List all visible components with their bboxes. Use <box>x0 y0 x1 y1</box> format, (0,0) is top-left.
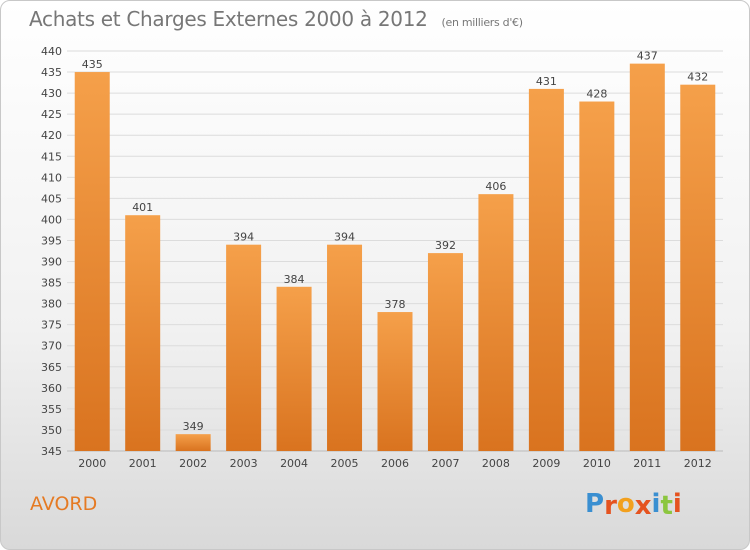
value-label: 437 <box>637 50 658 63</box>
x-tick-label: 2002 <box>179 457 207 470</box>
x-tick-label: 2007 <box>431 457 459 470</box>
x-tick-label: 2003 <box>230 457 258 470</box>
y-tick-label: 420 <box>41 129 62 142</box>
chart-title-text: Achats et Charges Externes 2000 à 2012 <box>29 7 428 31</box>
x-tick-label: 2009 <box>532 457 560 470</box>
bar-2008 <box>478 194 514 451</box>
bar-2003 <box>226 244 262 451</box>
value-label: 378 <box>385 298 406 311</box>
x-tick-label: 2006 <box>381 457 409 470</box>
logo-letter: i <box>672 489 682 519</box>
bar-2001 <box>125 215 161 451</box>
x-axis-labels: 2000 2001 2002 2003 2004 2005 2006 2007 2008 2009… <box>78 457 712 470</box>
x-tick-label: 2008 <box>482 457 510 470</box>
value-label: 435 <box>82 58 103 71</box>
bar-2005 <box>327 244 363 451</box>
value-label: 394 <box>233 231 254 244</box>
value-label: 394 <box>334 231 355 244</box>
bar-2002 <box>175 434 211 451</box>
bar-2000 <box>74 72 110 451</box>
y-tick-label: 380 <box>41 298 62 311</box>
chart-subtitle: (en milliers d'€) <box>441 16 523 29</box>
logo-letter: x <box>634 491 652 521</box>
x-tick-label: 2012 <box>684 457 712 470</box>
value-labels: 435 401 349 394 384 394 378 392 406 431 428 437 432 <box>82 50 709 434</box>
value-label: 349 <box>183 420 204 433</box>
value-label: 406 <box>485 180 506 193</box>
y-tick-label: 425 <box>41 108 62 121</box>
x-tick-label: 2011 <box>633 457 661 470</box>
y-tick-label: 405 <box>41 192 62 205</box>
bar-2004 <box>276 286 312 451</box>
x-tick-label: 2010 <box>583 457 611 470</box>
y-tick-label: 400 <box>41 213 62 226</box>
y-tick-label: 440 <box>41 45 62 58</box>
y-tick-label: 355 <box>41 403 62 416</box>
y-tick-label: 370 <box>41 340 62 353</box>
value-label: 432 <box>687 71 708 84</box>
x-tick-label: 2004 <box>280 457 308 470</box>
y-tick-label: 385 <box>41 277 62 290</box>
y-tick-label: 435 <box>41 66 62 79</box>
x-tick-label: 2001 <box>129 457 157 470</box>
proxiti-logo: Proxiti <box>585 489 682 521</box>
logo-letter: r <box>604 491 617 521</box>
y-tick-label: 415 <box>41 150 62 163</box>
x-tick-label: 2000 <box>78 457 106 470</box>
y-tick-label: 350 <box>41 424 62 437</box>
value-label: 431 <box>536 75 557 88</box>
value-label: 428 <box>586 88 607 101</box>
y-tick-label: 395 <box>41 234 62 247</box>
place-name: AVORD <box>30 493 98 515</box>
bars <box>74 63 716 452</box>
y-tick-label: 390 <box>41 256 62 269</box>
bar-2007 <box>427 253 463 451</box>
logo-letter: i <box>651 489 661 519</box>
y-tick-label: 430 <box>41 87 62 100</box>
bar-2010 <box>579 101 615 452</box>
value-label: 392 <box>435 239 456 252</box>
y-tick-label: 410 <box>41 171 62 184</box>
logo-letter: P <box>585 489 605 519</box>
x-tick-label: 2005 <box>331 457 359 470</box>
logo-letter: t <box>660 491 673 521</box>
bar-2009 <box>528 88 564 451</box>
y-tick-label: 365 <box>41 361 62 374</box>
y-axis-labels: 345 350 355 360 365 370 375 380 385 390 395 400 405 4… <box>41 45 62 458</box>
bar-2012 <box>680 84 716 452</box>
y-tick-label: 360 <box>41 382 62 395</box>
bar-2011 <box>629 63 665 451</box>
value-label: 384 <box>284 273 305 286</box>
y-tick-label: 345 <box>41 445 62 458</box>
bar-2006 <box>377 312 413 451</box>
logo-letter: o <box>616 489 635 519</box>
value-label: 401 <box>132 201 153 214</box>
chart-title: Achats et Charges Externes 2000 à 2012 (e… <box>29 7 523 31</box>
y-tick-label: 375 <box>41 319 62 332</box>
